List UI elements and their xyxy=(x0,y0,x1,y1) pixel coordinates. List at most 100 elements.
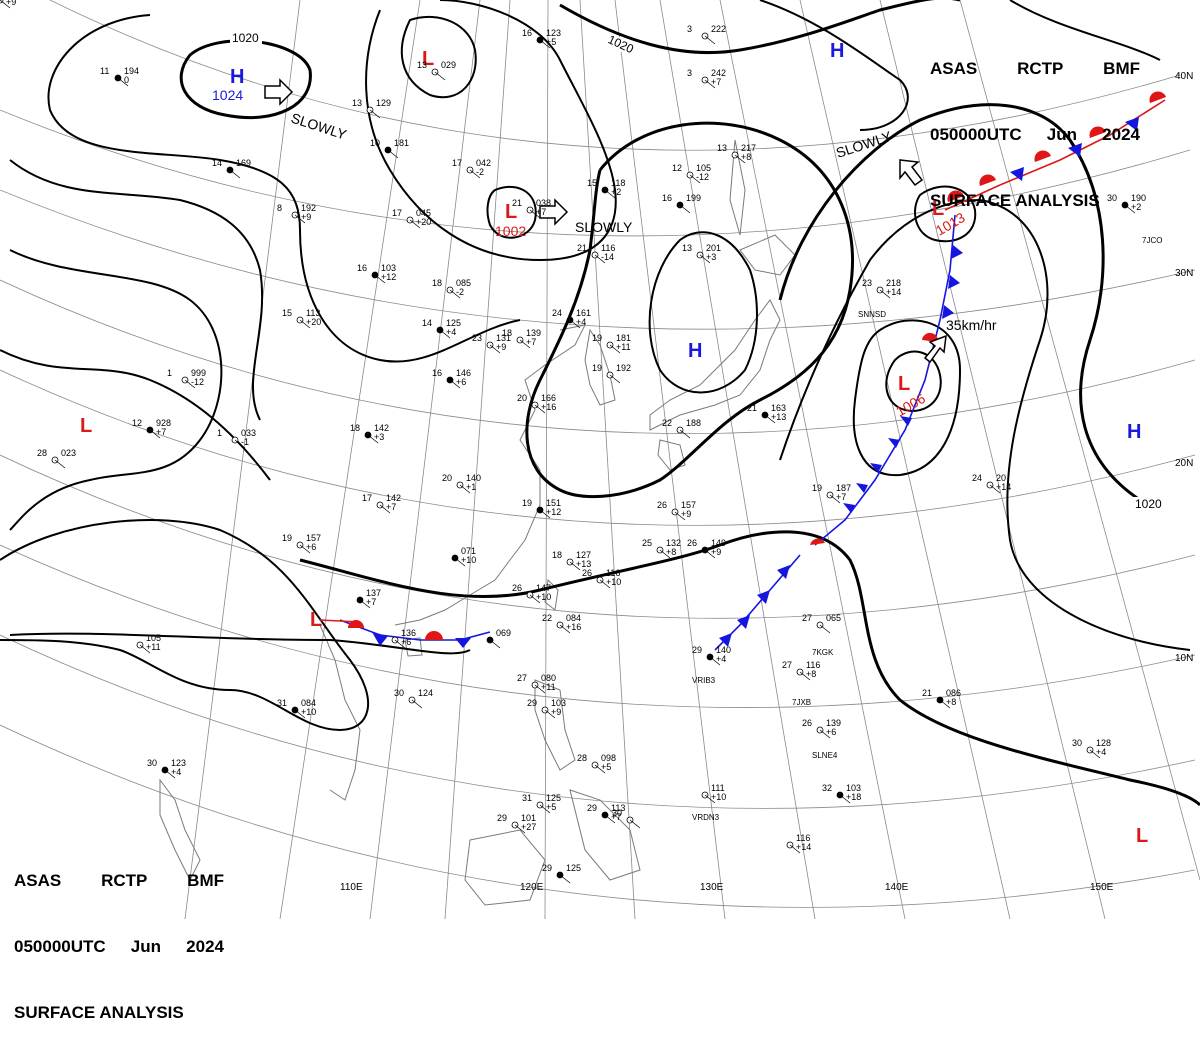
wind-barb xyxy=(609,374,621,384)
station-pressure: 181 xyxy=(394,138,409,148)
station-pressure: 080 xyxy=(541,673,556,683)
station-temperature: 31 xyxy=(522,793,532,803)
latitude-line-40n xyxy=(49,0,1181,151)
wind-barb xyxy=(704,35,716,45)
high-center-1024-symbol: H xyxy=(230,66,244,88)
longitude-line-155e xyxy=(959,0,1200,881)
station-plot: 21 086+8 xyxy=(922,688,961,709)
wind-barb xyxy=(699,254,711,264)
isobar-low-1013 xyxy=(914,185,977,243)
wind-barb xyxy=(489,344,501,354)
wind-barb xyxy=(149,429,161,439)
wind-barb xyxy=(569,319,581,329)
station-pressure: 111 xyxy=(711,783,725,793)
station-pressure: 192 xyxy=(616,363,631,373)
wind-barb xyxy=(609,344,621,354)
header-top-time: 050000UTC xyxy=(930,125,1022,144)
station-plot: 29 140+4 xyxy=(692,645,731,666)
station-pressure: 194 xyxy=(124,66,139,76)
wind-barb xyxy=(659,549,671,559)
station-pressure: 136 xyxy=(401,628,416,638)
station-tendency: +12 xyxy=(381,272,396,282)
station-tendency: +14 xyxy=(796,842,811,852)
hokkaido xyxy=(739,234,796,276)
station-pressure: 125 xyxy=(566,863,581,873)
station-plot: 069 xyxy=(486,628,511,649)
station-tendency: +18 xyxy=(846,792,861,802)
station-pressure: 123 xyxy=(171,758,186,768)
latitude-line-30n xyxy=(0,189,1196,330)
station-temperature: 29 xyxy=(527,698,537,708)
station-tendency: +10 xyxy=(711,792,726,802)
japan-honshu xyxy=(649,299,781,431)
station-temperature: 18 xyxy=(502,328,512,338)
scs-front-symbols xyxy=(348,620,471,648)
station-tendency: +3 xyxy=(374,432,384,442)
station-pressure: 151 xyxy=(546,498,561,508)
station-temperature: 28 xyxy=(37,448,47,458)
motion-arrow-low-1013 xyxy=(899,159,924,187)
station-pressure: 147 xyxy=(536,583,551,593)
station-tendency: +10 xyxy=(606,577,621,587)
station-tendency: -12 xyxy=(696,172,709,182)
latitude-line-35n xyxy=(0,109,1191,237)
wind-barb xyxy=(544,709,556,719)
station-plot: 116+14 xyxy=(786,833,811,854)
wind-barb xyxy=(539,39,551,49)
indochina xyxy=(319,624,361,801)
station-temperature: 24 xyxy=(552,308,562,318)
station-temperature: 30 xyxy=(1107,193,1117,203)
wind-barb xyxy=(734,154,746,164)
station-temperature: 28 xyxy=(577,753,587,763)
station-tendency: +16 xyxy=(566,622,581,632)
longitude-line-125e xyxy=(579,0,636,919)
station-temperature: 21 xyxy=(577,243,587,253)
station-pressure: 103 xyxy=(551,698,566,708)
header-bottom-time: 050000UTC xyxy=(14,937,106,956)
station-pressure: 103 xyxy=(846,783,861,793)
station-temperature: 16 xyxy=(662,193,672,203)
station-temperature: 1 xyxy=(167,368,172,378)
wind-barb xyxy=(359,599,371,609)
station-plot: 19 157+6 xyxy=(282,533,321,554)
station-tendency: +8 xyxy=(741,152,751,162)
station-tendency: +4 xyxy=(446,327,456,337)
motion-label-slowly-nw: SLOWLY xyxy=(289,110,349,143)
wind-barb xyxy=(629,819,641,829)
station-plot: 30 128+4 xyxy=(1072,738,1111,759)
station-tendency: -14 xyxy=(601,252,614,262)
station-tendency: +6 xyxy=(306,542,316,552)
station-tendency: +6 xyxy=(826,727,836,737)
wind-barb xyxy=(379,504,391,514)
station-temperature: 27 xyxy=(517,673,527,683)
malay-peninsula xyxy=(159,778,201,882)
motion-label-slowly-ne: SLOWLY xyxy=(834,128,894,161)
station-tendency: +7 xyxy=(526,337,536,347)
station-pressure: 188 xyxy=(686,418,701,428)
wind-barb xyxy=(139,644,151,654)
station-pressure: 042 xyxy=(476,158,491,168)
longitude-line-120e xyxy=(544,0,549,919)
station-temperature: 18 xyxy=(552,550,562,560)
header-top-code: BMF xyxy=(1103,59,1140,78)
wind-barb xyxy=(704,79,716,89)
station-tendency: +9 xyxy=(711,547,721,557)
lat-label-30n: 30N xyxy=(1175,268,1193,279)
station-plot: 20 140+1 xyxy=(442,473,481,494)
graticule xyxy=(0,0,1200,919)
station-plot: 19 181+11 xyxy=(592,333,631,354)
wind-barb xyxy=(674,511,686,521)
station-pressure: 065 xyxy=(826,613,841,623)
station-pressure: 157 xyxy=(306,533,321,543)
station-plot: 136+6 xyxy=(391,628,416,649)
station-pressure: 20 xyxy=(996,473,1006,483)
station-pressure: 023 xyxy=(61,448,76,458)
station-tendency: +9 xyxy=(496,342,506,352)
longitude-line-145e xyxy=(799,0,1011,919)
station-plot: 16 123+5 xyxy=(522,28,561,49)
station-pressure: 098 xyxy=(601,753,616,763)
station-plot: 31 125+5 xyxy=(522,793,561,814)
header-top-month: Jun xyxy=(1046,125,1078,144)
lat-label-10n: 10N xyxy=(1175,653,1193,664)
